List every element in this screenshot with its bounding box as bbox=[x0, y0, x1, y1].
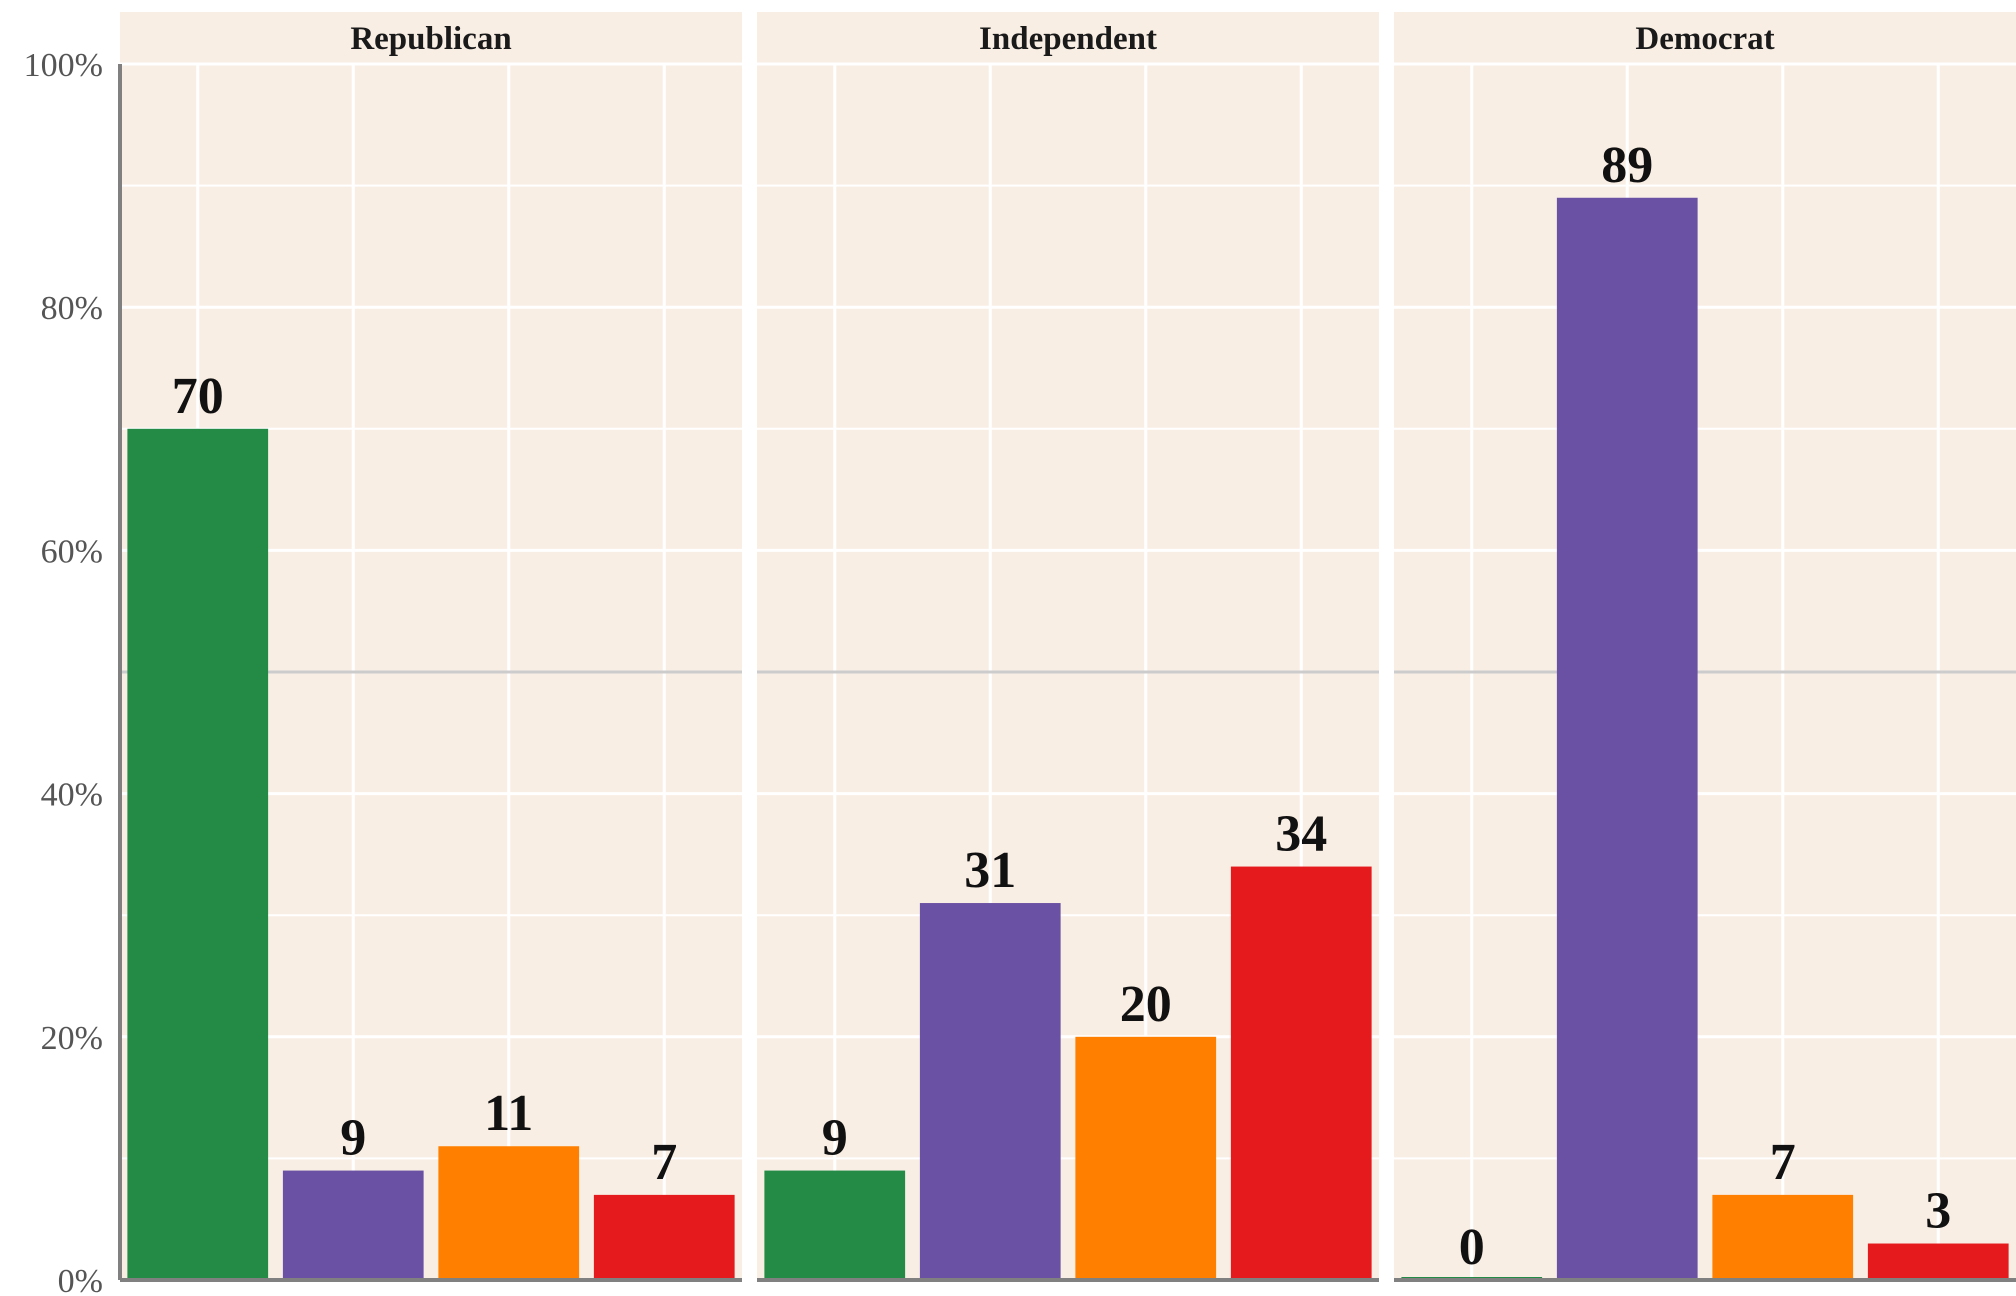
bar-republican-4 bbox=[593, 1194, 735, 1280]
bar-independent-2 bbox=[919, 903, 1061, 1280]
facet-title-democrat: Democrat bbox=[1635, 21, 1774, 57]
data-label-independent-2: 31 bbox=[964, 842, 1016, 899]
data-label-democrat-3: 7 bbox=[1770, 1134, 1796, 1191]
y-tick-label: 40% bbox=[41, 777, 103, 814]
facet-strip-independent bbox=[757, 12, 1379, 64]
bar-democrat-2 bbox=[1556, 197, 1698, 1280]
facet-strip-republican bbox=[120, 12, 742, 64]
data-label-democrat-4: 3 bbox=[1925, 1183, 1951, 1240]
data-label-independent-3: 20 bbox=[1120, 976, 1172, 1033]
data-label-democrat-2: 89 bbox=[1601, 137, 1653, 194]
y-tick-label: 60% bbox=[41, 533, 103, 570]
data-label-republican-1: 70 bbox=[172, 368, 224, 425]
y-tick-label: 0% bbox=[58, 1263, 103, 1296]
y-tick-label: 80% bbox=[41, 290, 103, 327]
bar-republican-1 bbox=[127, 428, 269, 1280]
bar-democrat-4 bbox=[1867, 1243, 2009, 1280]
data-label-independent-4: 34 bbox=[1275, 806, 1327, 863]
data-label-republican-4: 7 bbox=[651, 1134, 677, 1191]
bar-democrat-3 bbox=[1712, 1194, 1854, 1280]
data-label-independent-1: 9 bbox=[822, 1110, 848, 1167]
facet-strip-democrat bbox=[1394, 12, 2016, 64]
data-label-democrat-1: 0 bbox=[1459, 1219, 1485, 1276]
data-label-republican-3: 11 bbox=[484, 1085, 533, 1142]
y-tick-label: 20% bbox=[41, 1020, 103, 1057]
bar-republican-2 bbox=[282, 1170, 424, 1280]
y-tick-label: 100% bbox=[24, 47, 103, 84]
facet-title-republican: Republican bbox=[350, 21, 511, 57]
bar-republican-3 bbox=[438, 1146, 580, 1280]
bar-independent-4 bbox=[1230, 866, 1372, 1280]
data-label-republican-2: 9 bbox=[340, 1110, 366, 1167]
bar-independent-3 bbox=[1075, 1036, 1217, 1280]
bar-independent-1 bbox=[764, 1170, 906, 1280]
facet-title-independent: Independent bbox=[979, 21, 1157, 57]
